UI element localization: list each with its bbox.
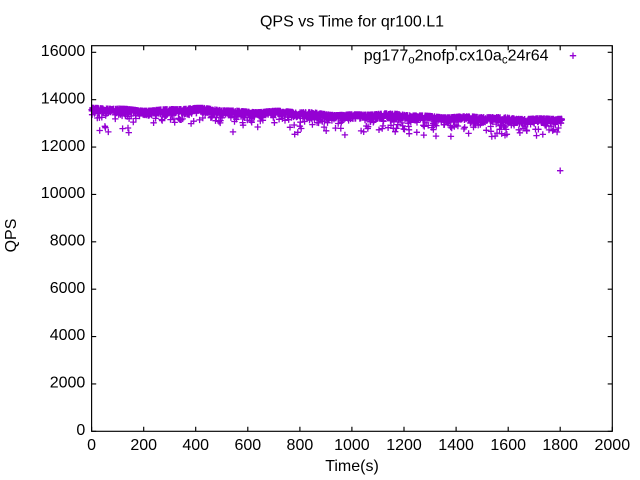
svg-text:16000: 16000	[41, 43, 86, 60]
svg-text:1200: 1200	[386, 437, 422, 454]
svg-text:6000: 6000	[50, 280, 86, 297]
svg-text:0: 0	[87, 437, 96, 454]
svg-text:600: 600	[234, 437, 261, 454]
svg-text:800: 800	[287, 437, 314, 454]
svg-text:1400: 1400	[438, 437, 474, 454]
svg-text:2000: 2000	[50, 375, 86, 392]
svg-text:QPS vs Time for qr100.L1: QPS vs Time for qr100.L1	[260, 13, 444, 30]
svg-text:1600: 1600	[490, 437, 526, 454]
svg-text:1000: 1000	[334, 437, 370, 454]
svg-text:QPS: QPS	[3, 219, 20, 253]
svg-text:12000: 12000	[41, 138, 86, 155]
svg-text:10000: 10000	[41, 185, 86, 202]
svg-text:Time(s): Time(s)	[325, 458, 379, 475]
svg-text:0: 0	[76, 422, 85, 439]
svg-text:8000: 8000	[50, 233, 86, 250]
svg-text:200: 200	[130, 437, 157, 454]
svg-text:14000: 14000	[41, 90, 86, 107]
svg-text:400: 400	[182, 437, 209, 454]
svg-text:2000: 2000	[595, 437, 631, 454]
svg-text:1800: 1800	[542, 437, 578, 454]
svg-text:4000: 4000	[50, 327, 86, 344]
